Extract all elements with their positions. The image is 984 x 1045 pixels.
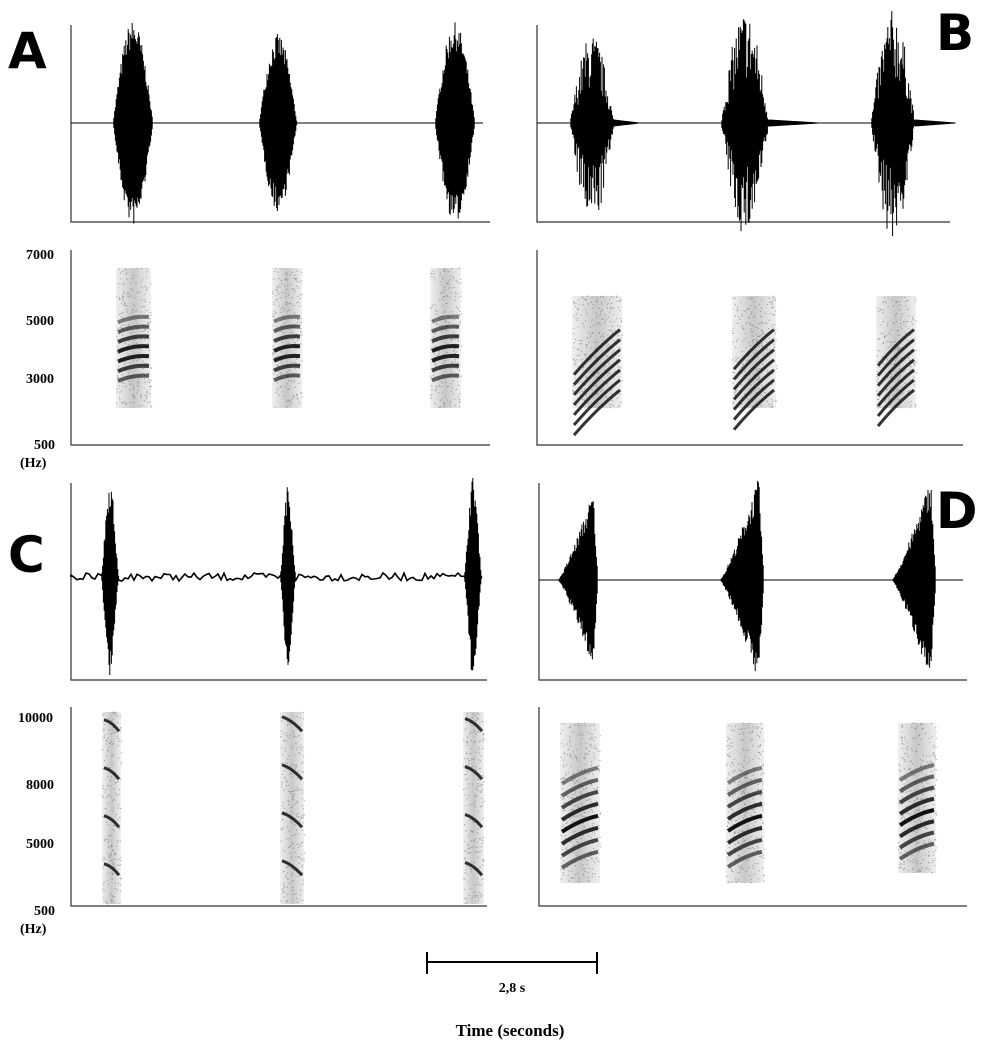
spectrogram-c bbox=[102, 711, 485, 905]
spectrogram-d-call-2 bbox=[726, 722, 766, 884]
panel-letter-b: B bbox=[936, 4, 974, 62]
ytick-top-500: 500 bbox=[34, 438, 55, 453]
axis-b-waveform bbox=[536, 25, 950, 223]
scale-bar bbox=[426, 952, 598, 974]
unit-label-top: (Hz) bbox=[20, 456, 47, 471]
ytick-bottom-5000: 5000 bbox=[26, 837, 54, 852]
waveform-d bbox=[539, 480, 963, 672]
axis-c-waveform bbox=[70, 483, 487, 681]
waveform-b-call-1 bbox=[570, 38, 640, 210]
spectrogram-d-call-1 bbox=[560, 722, 602, 883]
ytick-bottom-8000: 8000 bbox=[26, 778, 54, 793]
spectrogram-b bbox=[572, 295, 918, 437]
spectrograms bbox=[102, 267, 937, 905]
spectrogram-a-call-2 bbox=[272, 268, 303, 408]
waveform-d-call-1 bbox=[558, 501, 598, 660]
axis-c-spectrogram bbox=[70, 707, 487, 907]
axis-d-spectrogram bbox=[538, 707, 967, 907]
scale-bar-label: 2,8 s bbox=[499, 981, 526, 996]
ytick-bottom-10000: 10000 bbox=[18, 711, 53, 726]
ytick-top-3000: 3000 bbox=[26, 372, 54, 387]
waveform-b bbox=[537, 11, 956, 236]
axis-b-spectrogram bbox=[536, 250, 963, 446]
spectrogram-c-call-1 bbox=[102, 711, 123, 905]
waveform-c-call-2 bbox=[280, 487, 296, 665]
spectrogram-c-call-3 bbox=[463, 712, 485, 905]
spectrogram-b-call-1 bbox=[572, 295, 623, 437]
ytick-bottom-500: 500 bbox=[34, 904, 55, 919]
spectrogram-d-call-3 bbox=[898, 722, 937, 874]
panel-letter-c: C bbox=[8, 526, 45, 584]
spectrogram-a-call-1 bbox=[116, 267, 153, 408]
axis-a-spectrogram bbox=[70, 250, 490, 446]
waveform-d-call-3 bbox=[892, 490, 936, 668]
waveform-c-baseline bbox=[70, 570, 483, 583]
waveform-a bbox=[71, 22, 483, 224]
waveform-d-call-2 bbox=[720, 480, 764, 672]
ytick-top-5000: 5000 bbox=[26, 314, 54, 329]
x-axis-label: Time (seconds) bbox=[456, 1021, 565, 1040]
spectrogram-a-call-3 bbox=[430, 267, 463, 408]
waveform-b-call-3 bbox=[871, 11, 956, 236]
axes-frames bbox=[70, 25, 967, 907]
spectrogram-b-call-2 bbox=[732, 295, 778, 431]
waveform-a-call-1 bbox=[113, 23, 153, 224]
waveform-c-call-3 bbox=[464, 477, 483, 671]
waveform-c bbox=[70, 477, 483, 675]
waveform-a-call-3 bbox=[435, 22, 475, 219]
axis-d-waveform bbox=[538, 483, 967, 681]
waveform-b-call-2 bbox=[721, 19, 820, 232]
unit-label-bottom: (Hz) bbox=[20, 922, 47, 937]
panel-letter-d: D bbox=[936, 482, 978, 540]
spectrogram-c-call-2 bbox=[280, 711, 306, 904]
spectrogram-b-call-3 bbox=[876, 296, 918, 428]
axis-a-waveform bbox=[70, 25, 490, 223]
panel-letter-a: A bbox=[8, 22, 47, 80]
spectrogram-d bbox=[560, 722, 937, 884]
spectrogram-a bbox=[116, 267, 463, 408]
waveforms bbox=[70, 11, 963, 675]
ytick-top-7000: 7000 bbox=[26, 248, 54, 263]
waveform-c-call-1 bbox=[101, 491, 120, 675]
waveform-a-call-2 bbox=[259, 34, 298, 211]
